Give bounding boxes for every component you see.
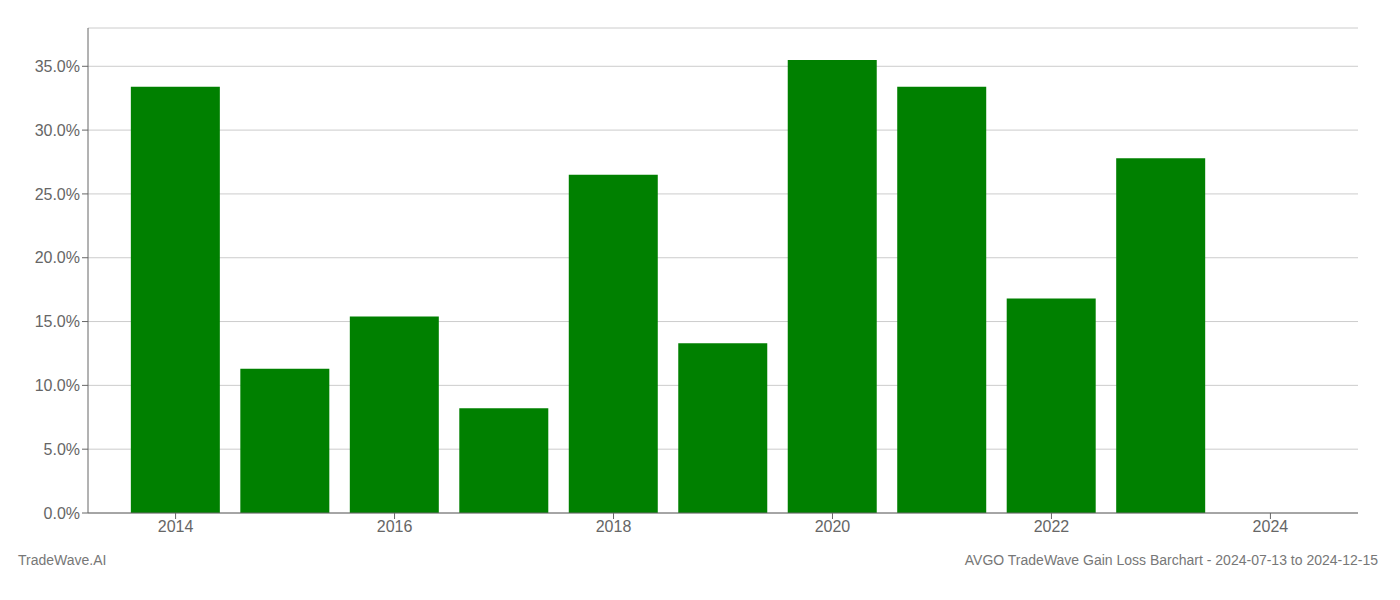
svg-text:5.0%: 5.0% [44, 441, 80, 458]
html-text:TradeWave.AI: TradeWave.AI [18, 552, 107, 568]
svg-text:0.0%: 0.0% [44, 505, 80, 522]
svg-text:2016: 2016 [377, 518, 413, 535]
svg-text:2022: 2022 [1034, 518, 1070, 535]
svg-text:2018: 2018 [596, 518, 632, 535]
svg-text:15.0%: 15.0% [35, 313, 80, 330]
svg-text:2020: 2020 [815, 518, 851, 535]
svg-text:10.0%: 10.0% [35, 377, 80, 394]
svg-text:35.0%: 35.0% [35, 58, 80, 75]
html-text:AVGO TradeWave Gain Loss Barch: AVGO TradeWave Gain Loss Barchart - 2024… [964, 552, 1378, 568]
svg-text:20.0%: 20.0% [35, 249, 80, 266]
svg-text:25.0%: 25.0% [35, 186, 80, 203]
svg-text:2024: 2024 [1253, 518, 1289, 535]
svg-text:2014: 2014 [158, 518, 194, 535]
svg-text:30.0%: 30.0% [35, 122, 80, 139]
